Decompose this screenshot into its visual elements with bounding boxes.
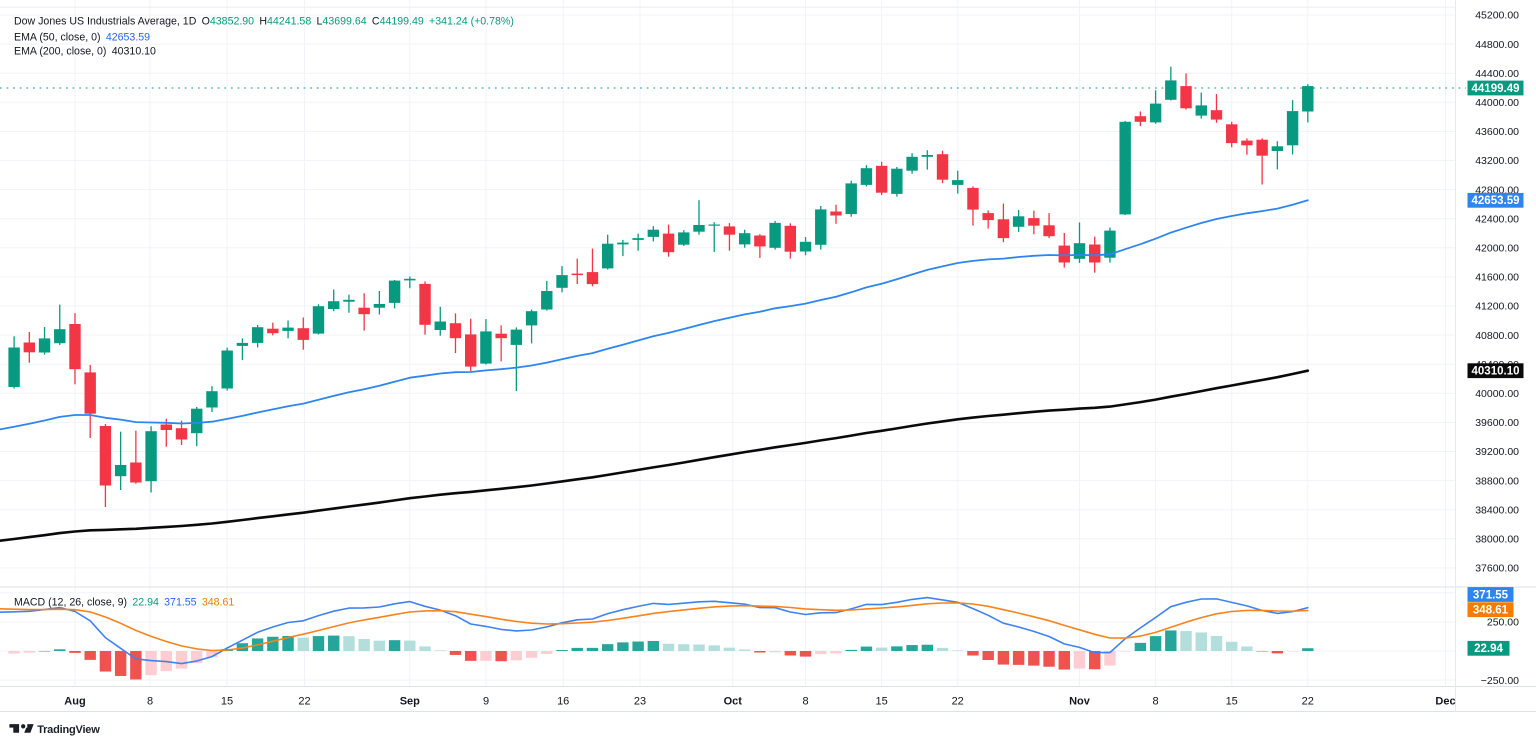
- svg-text:8: 8: [802, 696, 808, 708]
- svg-text:−250.00: −250.00: [1481, 675, 1519, 687]
- svg-text:22: 22: [952, 696, 964, 708]
- svg-text:42400.00: 42400.00: [1475, 213, 1519, 225]
- svg-text:42000.00: 42000.00: [1475, 243, 1519, 255]
- svg-text:15: 15: [221, 696, 233, 708]
- svg-text:15: 15: [875, 696, 887, 708]
- svg-text:38800.00: 38800.00: [1475, 475, 1519, 487]
- svg-text:44000.00: 44000.00: [1475, 97, 1519, 109]
- svg-text:Dow Jones US Industrials Avera: Dow Jones US Industrials Average, 1D O43…: [14, 16, 514, 28]
- svg-text:348.61: 348.61: [1473, 605, 1509, 617]
- svg-text:Aug: Aug: [64, 696, 85, 708]
- svg-text:9: 9: [483, 696, 489, 708]
- svg-text:Oct: Oct: [724, 696, 743, 708]
- svg-text:MACD (12, 26, close, 9) 22.94: MACD (12, 26, close, 9) 22.94 371.55 348…: [14, 597, 234, 609]
- svg-text:37600.00: 37600.00: [1475, 563, 1519, 575]
- svg-text:38400.00: 38400.00: [1475, 504, 1519, 516]
- svg-text:EMA (200, close, 0) 40310.10: EMA (200, close, 0) 40310.10: [14, 46, 156, 58]
- svg-text:Nov: Nov: [1069, 696, 1091, 708]
- svg-text:TradingView: TradingView: [37, 724, 100, 736]
- svg-text:16: 16: [557, 696, 569, 708]
- svg-text:8: 8: [147, 696, 153, 708]
- svg-text:41600.00: 41600.00: [1475, 272, 1519, 284]
- svg-text:42653.59: 42653.59: [1472, 195, 1520, 207]
- svg-text:43200.00: 43200.00: [1475, 155, 1519, 167]
- svg-text:45200.00: 45200.00: [1475, 10, 1519, 22]
- svg-text:40310.10: 40310.10: [1472, 366, 1520, 378]
- svg-text:Sep: Sep: [400, 696, 420, 708]
- svg-text:40800.00: 40800.00: [1475, 330, 1519, 342]
- svg-text:Dec: Dec: [1435, 696, 1455, 708]
- svg-text:41200.00: 41200.00: [1475, 301, 1519, 313]
- svg-text:371.55: 371.55: [1473, 589, 1509, 601]
- svg-text:250.00: 250.00: [1487, 617, 1519, 629]
- svg-text:23: 23: [634, 696, 646, 708]
- svg-text:22.94: 22.94: [1474, 643, 1503, 655]
- svg-text:39200.00: 39200.00: [1475, 446, 1519, 458]
- svg-text:EMA (50, close, 0) 42653.59: EMA (50, close, 0) 42653.59: [14, 32, 150, 44]
- svg-text:39600.00: 39600.00: [1475, 417, 1519, 429]
- svg-text:22: 22: [1302, 696, 1314, 708]
- svg-text:8: 8: [1153, 696, 1159, 708]
- svg-text:44800.00: 44800.00: [1475, 39, 1519, 51]
- svg-text:22: 22: [298, 696, 310, 708]
- svg-text:44400.00: 44400.00: [1475, 68, 1519, 80]
- svg-text:38000.00: 38000.00: [1475, 534, 1519, 546]
- svg-text:15: 15: [1226, 696, 1238, 708]
- svg-text:44199.49: 44199.49: [1472, 83, 1520, 95]
- svg-text:43600.00: 43600.00: [1475, 126, 1519, 138]
- svg-text:40000.00: 40000.00: [1475, 388, 1519, 400]
